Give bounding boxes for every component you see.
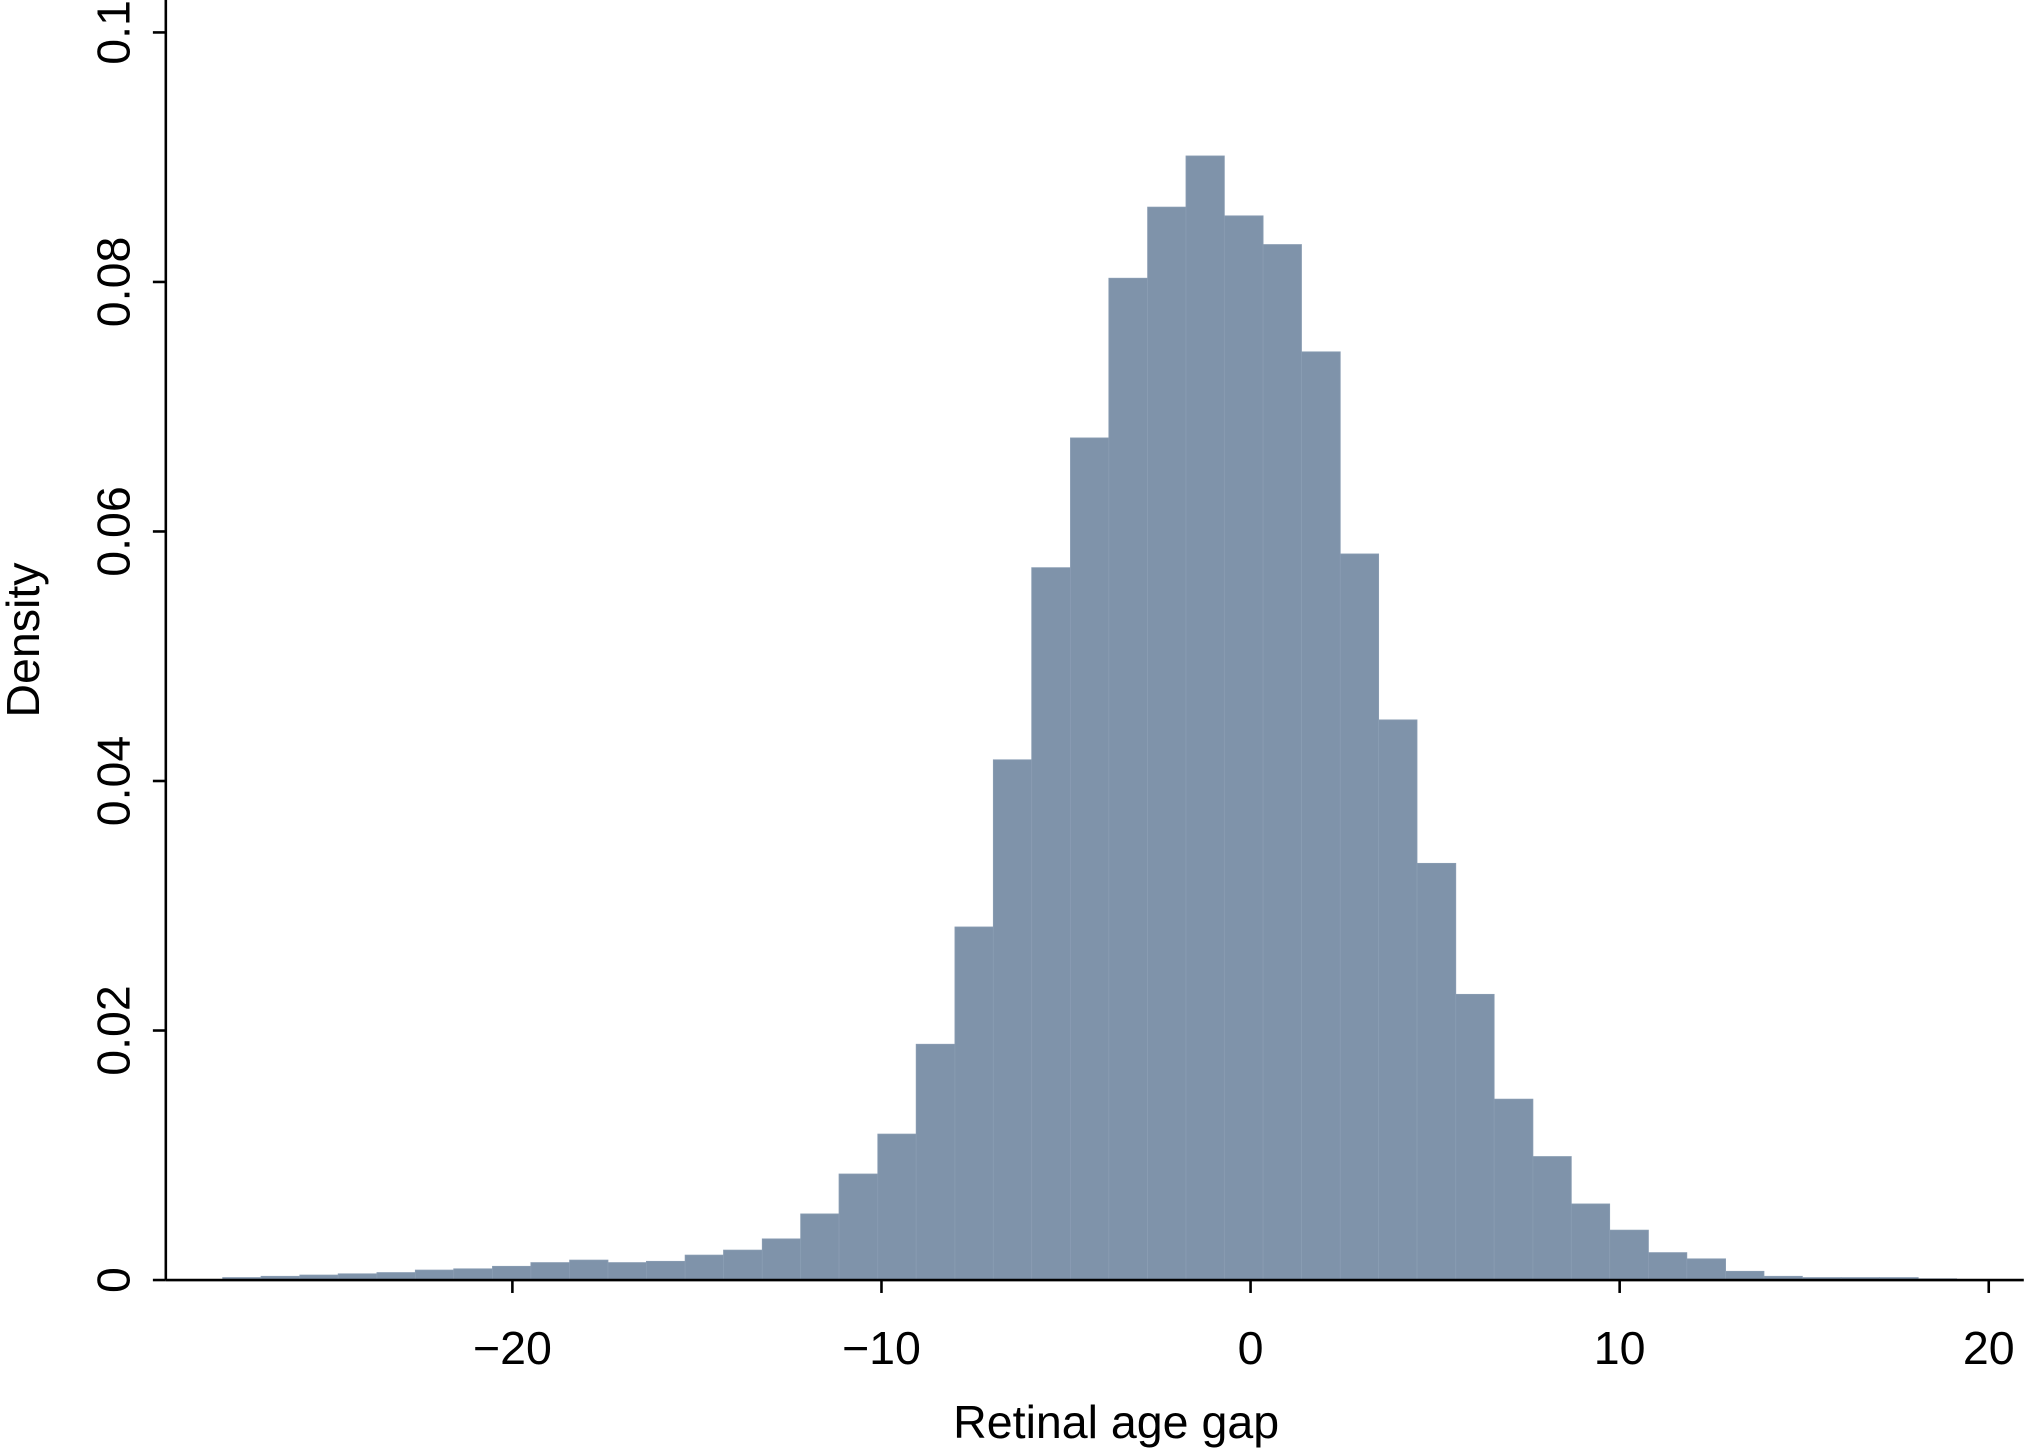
bar xyxy=(1108,277,1148,1281)
x-tick-label: 10 xyxy=(1594,1322,1646,1374)
y-axis-title: Density xyxy=(0,562,49,718)
bar xyxy=(761,1238,802,1281)
x-tick-label: −20 xyxy=(473,1322,552,1374)
bar xyxy=(954,926,994,1281)
x-tick-label: −10 xyxy=(842,1322,921,1374)
bar xyxy=(1416,862,1457,1281)
bar xyxy=(453,1268,493,1281)
bar xyxy=(1532,1156,1572,1281)
bar xyxy=(492,1265,532,1281)
bar xyxy=(1070,437,1110,1281)
bar xyxy=(1648,1252,1688,1281)
x-axis-title: Retinal age gap xyxy=(953,1396,1279,1448)
bar xyxy=(1339,553,1380,1281)
bar xyxy=(1262,244,1302,1281)
bar xyxy=(1686,1258,1726,1281)
bar xyxy=(1725,1270,1765,1281)
y-tick-label: 0.06 xyxy=(88,486,140,577)
bar xyxy=(1031,567,1071,1281)
y-tick-label: 0.02 xyxy=(88,985,140,1076)
bar xyxy=(645,1260,686,1281)
bar xyxy=(1223,215,1264,1281)
y-tick-label: 0.08 xyxy=(88,237,140,328)
bar xyxy=(1493,1098,1534,1281)
bar xyxy=(607,1262,647,1281)
bar xyxy=(800,1213,840,1281)
bar xyxy=(569,1259,609,1281)
bar xyxy=(723,1249,763,1281)
bar xyxy=(1609,1229,1649,1281)
bar xyxy=(684,1254,724,1281)
x-tick-label: 20 xyxy=(1963,1322,2015,1374)
y-tick-label: 0.1 xyxy=(88,0,140,65)
bar xyxy=(838,1173,879,1281)
bar xyxy=(1185,155,1225,1281)
bar xyxy=(1301,351,1341,1281)
x-tick-label: 0 xyxy=(1238,1322,1264,1374)
bar xyxy=(530,1262,570,1281)
bar xyxy=(877,1133,917,1281)
bar xyxy=(1147,206,1187,1281)
bar xyxy=(1570,1203,1611,1281)
bar xyxy=(1378,719,1418,1281)
bar xyxy=(992,759,1033,1281)
bar xyxy=(915,1043,956,1281)
y-tick-label: 0.04 xyxy=(88,736,140,827)
bar xyxy=(1455,993,1495,1281)
y-tick-label: 0 xyxy=(88,1267,140,1293)
bar xyxy=(414,1269,455,1281)
